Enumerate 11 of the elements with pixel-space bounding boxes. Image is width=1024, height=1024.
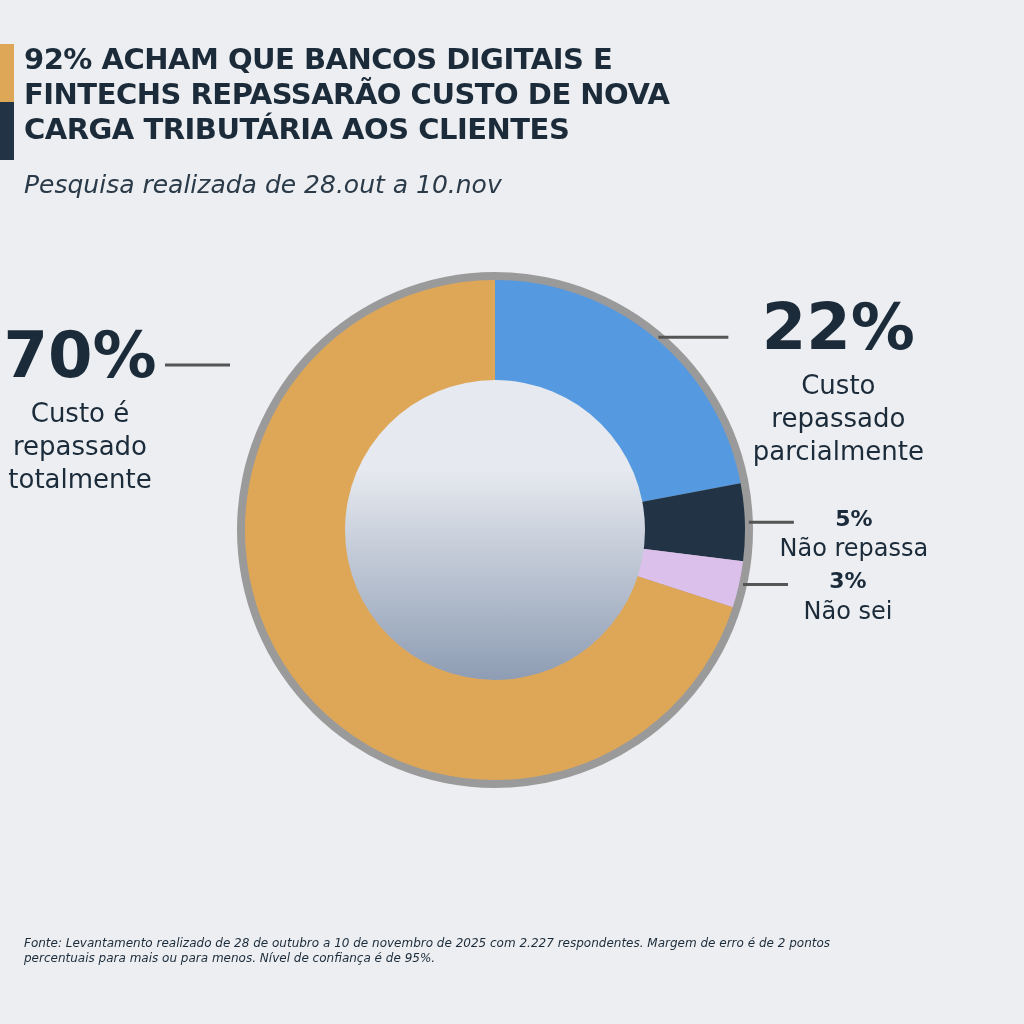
slice-label: Não repassa <box>779 534 929 563</box>
slice-label: Não sei <box>803 596 893 625</box>
slice-label: Custo é repassado totalmente <box>8 397 152 494</box>
data-label: 70% <box>3 317 157 392</box>
chart-title: 92% ACHAM QUE BANCOS DIGITAIS E FINTECHS REPASSARÃO CUSTO DE NOVA CARGA TRIBUTÁRIA AOS CLIENTES <box>24 42 671 147</box>
source-note: Fonte: Levantamento realizado de 28 de outubro a 10 de novembro de 2025 com 2.227 respondentes. Margem de erro é de 2 pontos percentuais para mais ou para menos. Nível de confiança é de 95%. <box>24 936 832 966</box>
slice-label: Custo repassado parcialmente <box>752 370 924 467</box>
data-label: 3% <box>829 568 867 594</box>
data-label: 5% <box>835 505 873 531</box>
data-label: 22% <box>761 290 915 364</box>
chart-subtitle: Pesquisa realizada de 28.out a 10.nov <box>24 170 502 199</box>
